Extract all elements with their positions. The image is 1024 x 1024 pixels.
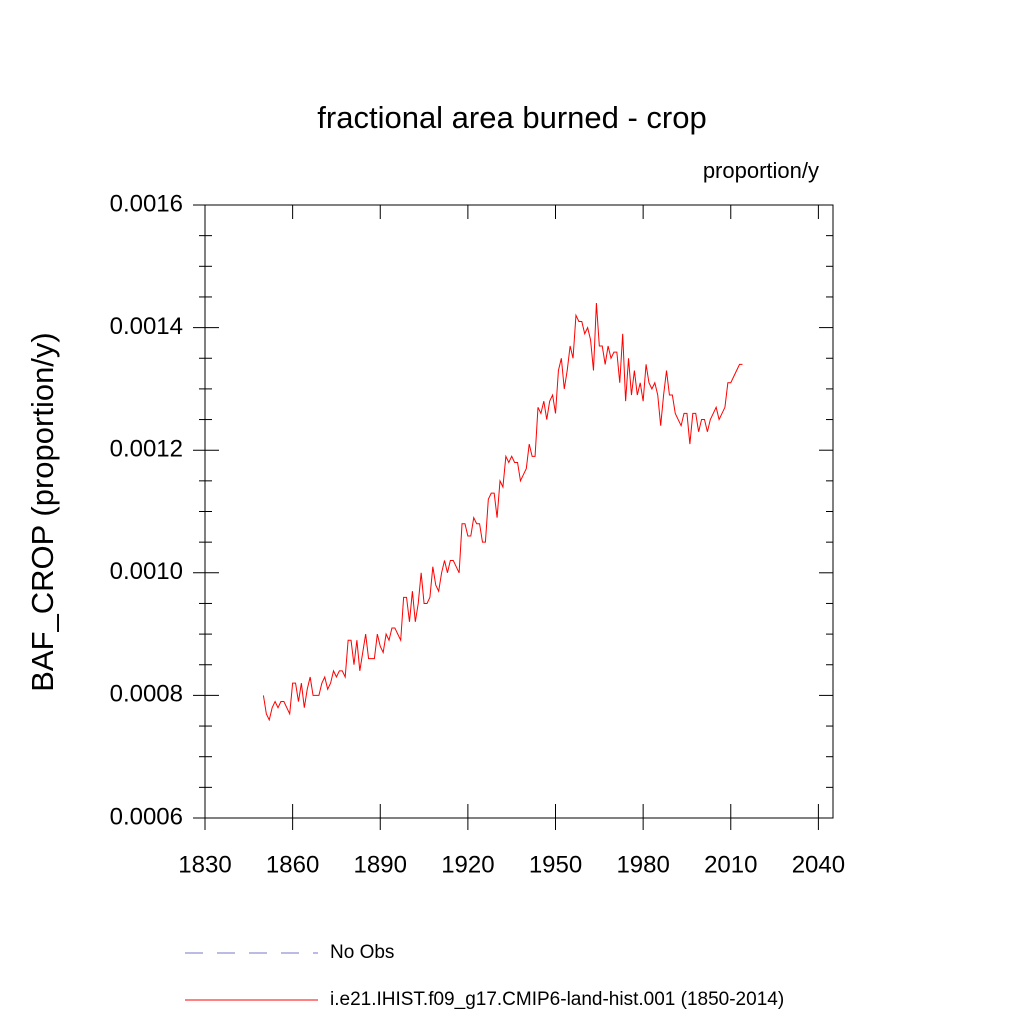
y-tick-label: 0.0010 [110, 558, 183, 585]
y-tick-label: 0.0008 [110, 681, 183, 708]
x-tick-label: 1830 [178, 851, 231, 878]
plot-frame [204, 204, 834, 819]
x-tick-label: 1920 [441, 851, 494, 878]
x-tick-label: 1890 [354, 851, 407, 878]
y-axis-label: BAF_CROP (proportion/y) [25, 332, 60, 692]
y-tick-label: 0.0016 [110, 190, 183, 217]
x-tick-label: 1860 [266, 851, 319, 878]
y-tick-label: 0.0006 [110, 803, 183, 830]
legend-label: i.e21.IHIST.f09_g17.CMIP6-land-hist.001 … [330, 989, 784, 1010]
y-tick-label: 0.0014 [110, 313, 183, 340]
chart-title: fractional area burned - crop [317, 100, 706, 135]
x-tick-label: 2010 [704, 851, 757, 878]
legend-label: No Obs [330, 942, 394, 963]
x-tick-label: 2040 [792, 851, 845, 878]
data-line [262, 303, 743, 722]
y-tick-label: 0.0012 [110, 436, 183, 463]
units-label: proportion/y [703, 158, 819, 183]
x-tick-label: 1980 [616, 851, 669, 878]
x-tick-label: 1950 [529, 851, 582, 878]
